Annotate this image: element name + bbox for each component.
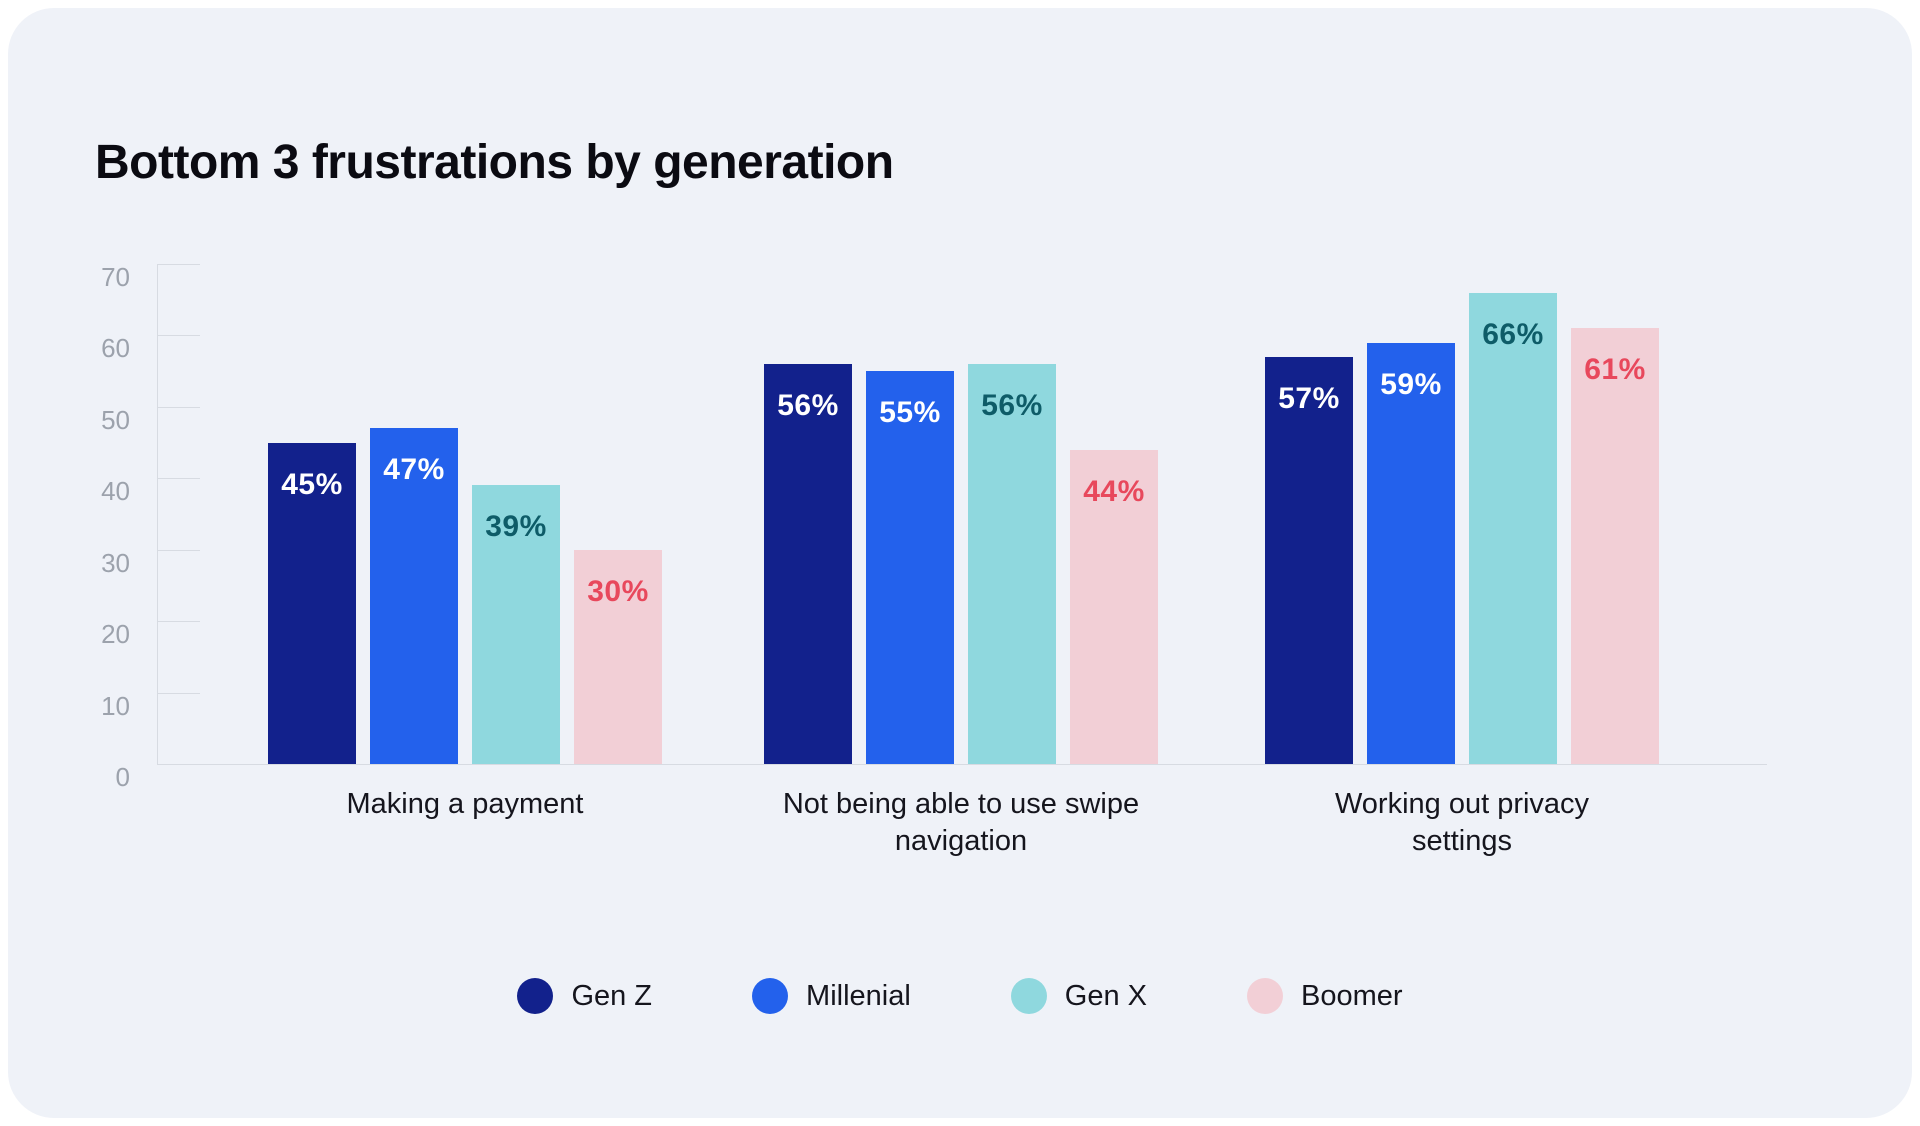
legend-label: Gen Z: [571, 979, 653, 1012]
bar-boomer: 30%: [574, 549, 662, 764]
legend-entry-gen-x: Gen X: [1010, 978, 1148, 1014]
y-axis-tick-label: 40: [101, 476, 130, 507]
bar-gen-x: 39%: [472, 485, 560, 764]
legend-label: Millenial: [806, 979, 911, 1012]
bar-gen-z: 56%: [764, 363, 852, 764]
category-label: Making a payment: [346, 788, 584, 820]
bar-millenial: 47%: [370, 428, 458, 764]
legend-entry-boomer: Boomer: [1247, 978, 1403, 1014]
bar-millenial: 59%: [1367, 342, 1455, 764]
legend-entry-millenial: Millenial: [752, 978, 911, 1014]
legend-color-dot: [1010, 978, 1047, 1014]
chart-legend: Gen Z Millenial Gen X Boomer: [0, 978, 1920, 1014]
bar-value-label: 66%: [1482, 317, 1544, 351]
bar-value-label: 44%: [1083, 474, 1145, 508]
legend-color-dot: [752, 978, 789, 1014]
bar-value-label: 56%: [981, 388, 1043, 422]
bar-value-label: 39%: [485, 510, 547, 544]
legend-entry-gen-z: Gen Z: [517, 978, 652, 1014]
bar-value-label: 47%: [383, 453, 445, 487]
bar-value-label: 59%: [1380, 367, 1442, 401]
bar-gen-z: 57%: [1265, 356, 1353, 764]
bar-gen-x: 56%: [968, 363, 1056, 764]
y-axis-tick-label: 50: [101, 404, 130, 435]
y-axis-tick: [157, 621, 200, 623]
y-axis-tick: [157, 478, 200, 480]
y-axis-tick: [157, 335, 200, 337]
legend-color-dot: [517, 978, 554, 1014]
y-axis-tick-label: 10: [101, 690, 130, 721]
bar-gen-x: 66%: [1469, 292, 1557, 764]
y-axis-tick-label: 70: [101, 261, 130, 292]
x-axis-baseline: [157, 764, 1767, 765]
y-axis-tick-label: 0: [115, 762, 130, 792]
y-axis-tick: [157, 549, 200, 551]
bar-gen-z: 45%: [268, 442, 356, 764]
bar-value-label: 61%: [1584, 353, 1646, 387]
bar-value-label: 57%: [1278, 381, 1340, 415]
legend-color-dot: [1247, 978, 1284, 1014]
y-axis-tick: [157, 263, 200, 265]
bar-value-label: 45%: [281, 467, 343, 501]
y-axis-line: [157, 263, 158, 764]
legend-label: Boomer: [1301, 979, 1403, 1012]
bar-value-label: 30%: [587, 574, 649, 608]
y-axis-tick: [157, 406, 200, 408]
category-label: Not being able to use swipe navigation: [782, 788, 1140, 857]
bar-boomer: 61%: [1571, 328, 1659, 764]
chart-title: Bottom 3 frustrations by generation: [95, 136, 894, 190]
y-axis-tick-label: 60: [101, 333, 130, 364]
bar-boomer: 44%: [1070, 449, 1158, 764]
bar-value-label: 56%: [777, 388, 839, 422]
y-axis-tick: [157, 692, 200, 694]
bar-millenial: 55%: [866, 371, 954, 764]
bar-value-label: 55%: [879, 396, 941, 430]
category-label: Working out privacy settings: [1334, 788, 1590, 857]
legend-label: Gen X: [1064, 979, 1148, 1012]
y-axis-tick-label: 20: [101, 619, 130, 650]
y-axis-tick-label: 30: [101, 547, 130, 578]
